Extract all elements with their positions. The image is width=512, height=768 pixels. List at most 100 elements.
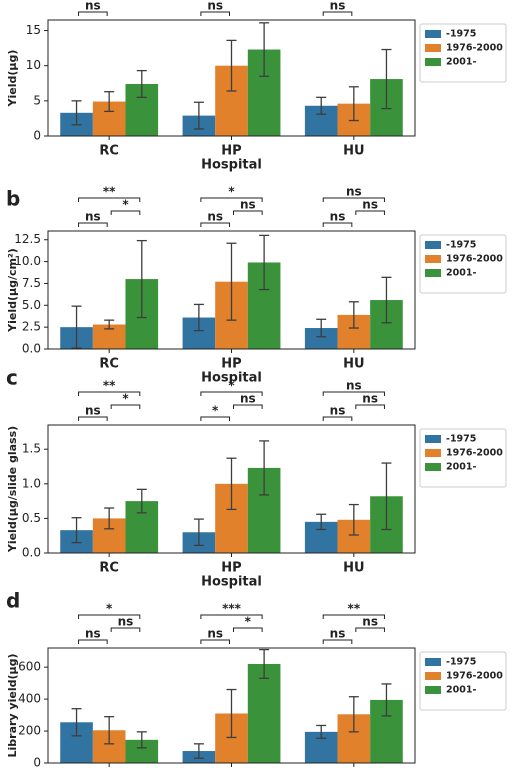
y-tick-label: 10.0 bbox=[14, 254, 41, 268]
significance-label: ns bbox=[330, 0, 346, 13]
significance-bracket bbox=[322, 197, 385, 202]
significance-bracket bbox=[200, 391, 263, 396]
significance-bracket bbox=[200, 222, 230, 227]
y-axis-label: Library yield(μg) bbox=[6, 654, 19, 758]
significance-label: * bbox=[245, 615, 252, 629]
significance-bracket bbox=[322, 11, 353, 16]
legend-label: 2001- bbox=[446, 268, 476, 279]
x-tick-label: RC bbox=[99, 357, 119, 372]
significance-label: * bbox=[122, 198, 129, 212]
significance-bracket bbox=[322, 391, 385, 396]
y-tick-label: 0.5 bbox=[22, 511, 41, 525]
significance-label: ns bbox=[330, 404, 346, 418]
significance-label: ns bbox=[362, 615, 378, 629]
significance-label: * bbox=[212, 404, 219, 418]
y-tick-label: 5 bbox=[33, 93, 41, 107]
legend-label: 1976-2000 bbox=[446, 448, 503, 459]
significance-bracket bbox=[78, 391, 141, 396]
legend-swatch bbox=[425, 686, 441, 694]
y-tick-label: 200 bbox=[18, 724, 41, 738]
legend-box bbox=[419, 23, 507, 83]
significance-label: ns bbox=[240, 392, 256, 406]
x-tick-label: HU bbox=[343, 561, 364, 576]
panel-label: b bbox=[6, 187, 20, 211]
significance-bracket bbox=[200, 197, 263, 202]
legend-box bbox=[419, 428, 507, 488]
x-axis-label: Hospital bbox=[201, 158, 262, 173]
legend-label: -1975 bbox=[446, 657, 476, 668]
significance-bracket bbox=[355, 210, 385, 215]
x-tick-label: RC bbox=[99, 561, 119, 576]
legend-swatch bbox=[425, 44, 441, 52]
y-tick-label: 0.0 bbox=[22, 546, 41, 560]
x-tick-label: HP bbox=[221, 561, 241, 576]
x-tick-label: HP bbox=[221, 357, 241, 372]
significance-bracket bbox=[355, 404, 385, 409]
significance-label: *** bbox=[222, 602, 242, 616]
x-axis-label: Hospital bbox=[201, 371, 262, 386]
significance-label: ns bbox=[85, 627, 101, 641]
legend-label: 1976-2000 bbox=[446, 671, 503, 682]
significance-label: ns bbox=[330, 627, 346, 641]
legend-swatch bbox=[425, 58, 441, 66]
legend-label: -1975 bbox=[446, 29, 476, 40]
panel-label: d bbox=[6, 589, 20, 613]
significance-label: ns bbox=[362, 198, 378, 212]
significance-bracket bbox=[233, 627, 263, 632]
legend-label: -1975 bbox=[446, 434, 476, 445]
y-axis-label: Yield(μg) bbox=[6, 50, 19, 108]
significance-bracket bbox=[78, 197, 141, 202]
significance-label: ns bbox=[330, 210, 346, 224]
significance-bracket bbox=[110, 627, 141, 632]
significance-label: ns bbox=[85, 404, 101, 418]
bar bbox=[125, 739, 159, 763]
significance-label: ns bbox=[118, 615, 134, 629]
significance-label: * bbox=[106, 602, 113, 616]
legend-label: 2001- bbox=[446, 57, 476, 68]
significance-bracket bbox=[322, 639, 353, 644]
significance-label: ** bbox=[103, 379, 116, 393]
legend-swatch bbox=[425, 241, 441, 249]
significance-label: * bbox=[228, 185, 235, 199]
significance-bracket bbox=[200, 11, 230, 16]
bar bbox=[247, 663, 281, 763]
significance-bracket bbox=[322, 614, 385, 619]
significance-bracket bbox=[322, 416, 353, 421]
y-tick-label: 0.0 bbox=[22, 342, 41, 356]
significance-label: ns bbox=[85, 0, 101, 13]
significance-bracket bbox=[78, 222, 108, 227]
legend-box bbox=[419, 651, 507, 711]
significance-bracket bbox=[200, 639, 230, 644]
legend-label: 1976-2000 bbox=[446, 254, 503, 265]
significance-bracket bbox=[110, 404, 141, 409]
significance-bracket bbox=[78, 11, 108, 16]
significance-label: ** bbox=[103, 185, 116, 199]
significance-label: ns bbox=[346, 379, 362, 393]
legend-swatch bbox=[425, 255, 441, 263]
x-tick-label: HU bbox=[343, 357, 364, 372]
x-tick-label: RC bbox=[99, 144, 119, 159]
y-axis-label: Yield(μg/slide glass) bbox=[6, 426, 19, 553]
significance-bracket bbox=[233, 404, 263, 409]
legend-swatch bbox=[425, 269, 441, 277]
legend-label: 1976-2000 bbox=[446, 43, 503, 54]
y-tick-label: 1.0 bbox=[22, 476, 41, 490]
significance-bracket bbox=[78, 639, 108, 644]
significance-bracket bbox=[355, 627, 385, 632]
legend-swatch bbox=[425, 30, 441, 38]
significance-label: ns bbox=[85, 210, 101, 224]
panel-label: c bbox=[6, 366, 18, 390]
y-tick-label: 12.5 bbox=[14, 232, 41, 246]
legend-swatch bbox=[425, 658, 441, 666]
y-tick-label: 7.5 bbox=[22, 276, 41, 290]
significance-bracket bbox=[78, 416, 108, 421]
legend-swatch bbox=[425, 435, 441, 443]
y-tick-label: 0 bbox=[33, 756, 41, 768]
legend-label: -1975 bbox=[446, 240, 476, 251]
legend-swatch bbox=[425, 463, 441, 471]
x-tick-label: HP bbox=[221, 144, 241, 159]
significance-bracket bbox=[78, 614, 141, 619]
legend-swatch bbox=[425, 449, 441, 457]
